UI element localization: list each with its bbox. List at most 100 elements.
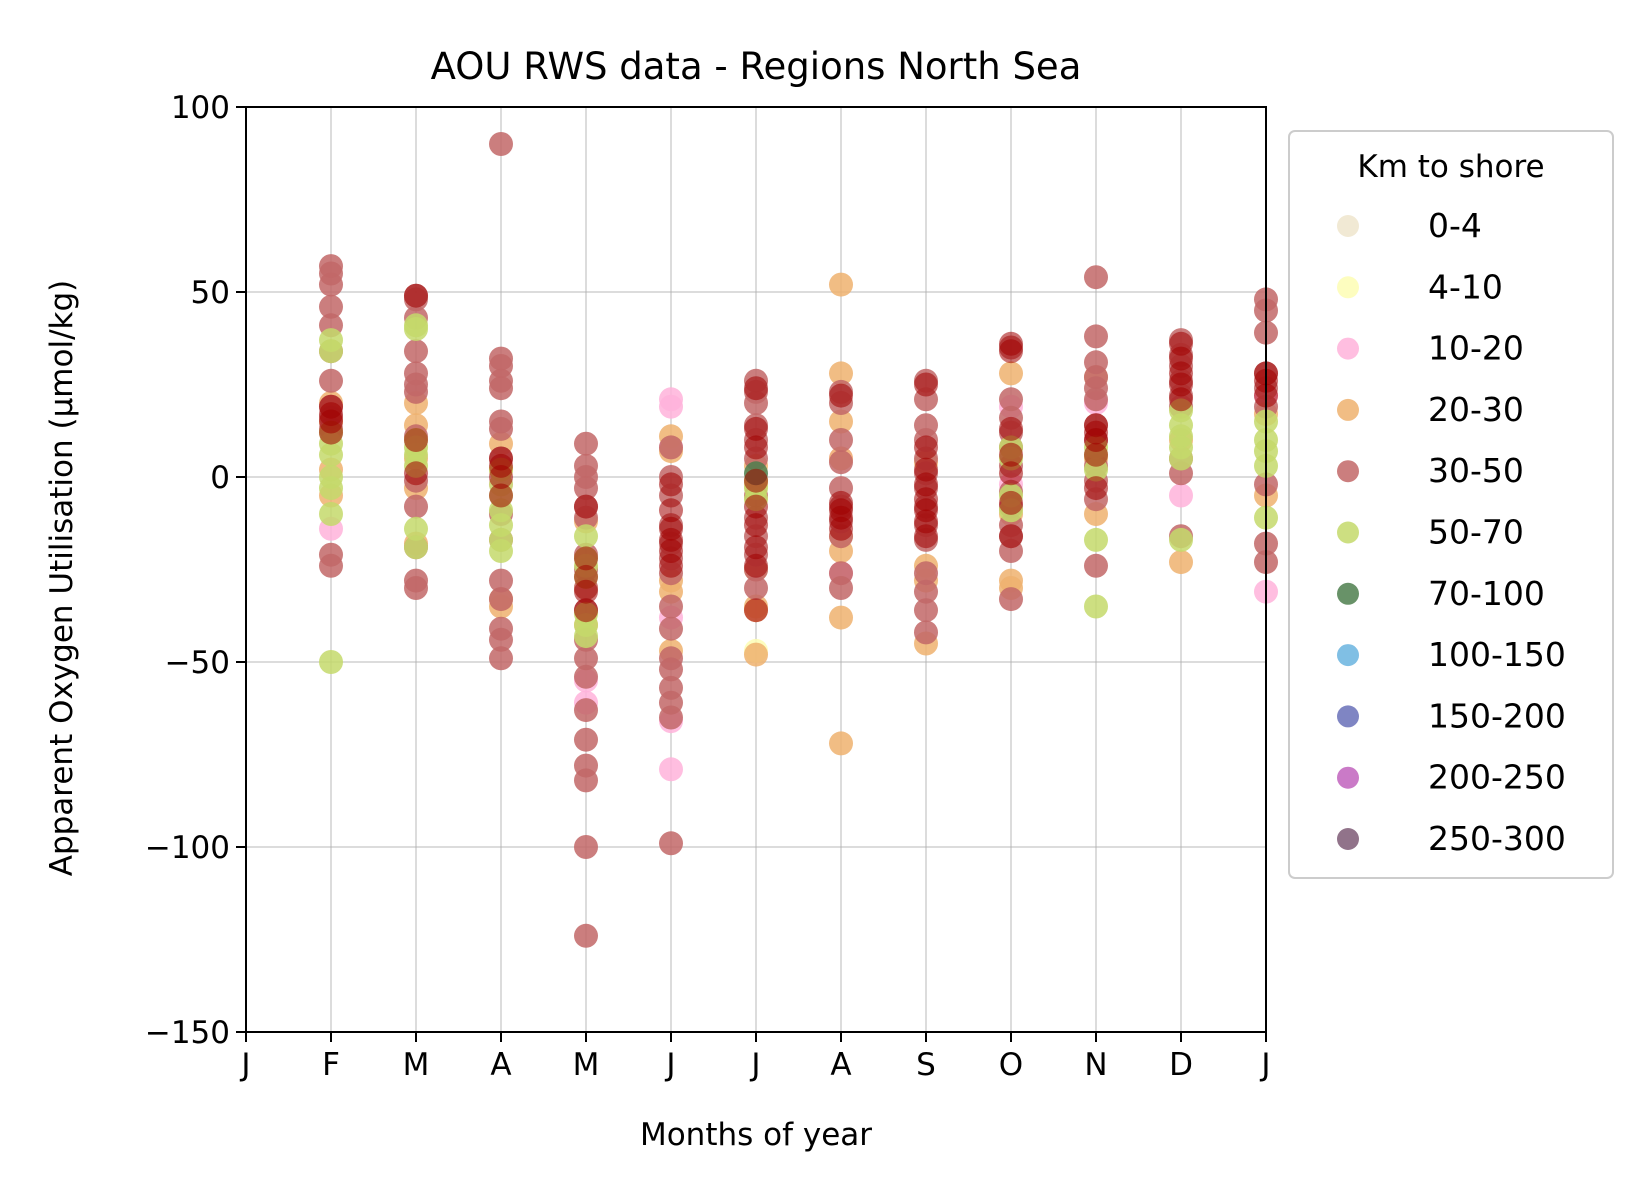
legend-label: 250-300 xyxy=(1428,819,1566,858)
data-point-20-30 xyxy=(829,272,853,297)
data-point-30-50 xyxy=(914,620,938,645)
legend-label: 200-250 xyxy=(1428,758,1566,797)
data-point-dense xyxy=(404,283,428,308)
data-point-30-50 xyxy=(659,594,683,619)
data-point-30-50 xyxy=(574,664,598,689)
data-point-30-50 xyxy=(574,923,598,948)
legend-label: 150-200 xyxy=(1428,696,1566,735)
data-point-20-30 xyxy=(829,605,853,630)
data-point-dense xyxy=(999,461,1023,486)
x-tick-label: J xyxy=(239,1047,250,1083)
data-point-30-50 xyxy=(659,435,683,460)
x-tick-label: O xyxy=(999,1047,1023,1083)
data-point-dense xyxy=(574,598,598,623)
data-point-30-50 xyxy=(914,561,938,586)
data-point-dense xyxy=(744,376,768,401)
data-point-30-50 xyxy=(489,568,513,593)
legend-marker-150-200 xyxy=(1337,705,1359,728)
legend-title: Km to shore xyxy=(1357,149,1544,185)
data-point-30-50 xyxy=(319,368,343,393)
data-point-50-70 xyxy=(1084,594,1108,619)
y-tick-label: −150 xyxy=(145,1015,230,1051)
legend-marker-4-10 xyxy=(1337,276,1359,299)
data-point-30-50 xyxy=(489,416,513,441)
legend-marker-50-70 xyxy=(1337,521,1359,544)
data-point-30-50 xyxy=(574,698,598,723)
data-point-50-70 xyxy=(404,516,428,541)
data-point-30-50 xyxy=(574,768,598,793)
data-point-30-50 xyxy=(999,587,1023,612)
data-point-30-50 xyxy=(489,627,513,652)
data-point-dense xyxy=(744,416,768,441)
data-point-30-50 xyxy=(1084,324,1108,349)
legend-entries: 0-4 4-10 10-20 20-30 30-50 50-70 70-100 100-150… xyxy=(1337,206,1566,858)
data-point-dense xyxy=(914,372,938,397)
data-point-dense xyxy=(744,494,768,519)
data-point-10-20 xyxy=(659,757,683,782)
data-point-20-30 xyxy=(999,361,1023,386)
legend-label: 70-100 xyxy=(1428,574,1545,613)
data-point-30-50 xyxy=(914,579,938,604)
data-point-50-70 xyxy=(404,317,428,341)
x-tick-label: S xyxy=(916,1047,936,1083)
data-point-30-50 xyxy=(319,294,343,319)
data-point-50-70 xyxy=(574,524,598,549)
y-tick-label: 100 xyxy=(171,90,230,126)
data-point-50-70 xyxy=(319,339,343,364)
data-point-30-50 xyxy=(1084,553,1108,578)
data-point-50-70 xyxy=(404,535,428,560)
data-point-30-50 xyxy=(659,657,683,682)
data-point-30-50 xyxy=(914,598,938,623)
data-point-20-30 xyxy=(744,642,768,667)
legend-marker-10-20 xyxy=(1337,337,1359,360)
data-point-dense xyxy=(744,535,768,560)
data-points xyxy=(319,132,1278,948)
data-point-dense xyxy=(404,461,428,486)
data-point-30-50 xyxy=(999,387,1023,412)
data-point-30-50 xyxy=(404,379,428,404)
legend-marker-70-100 xyxy=(1337,582,1359,605)
data-point-dense xyxy=(659,472,683,497)
data-point-30-50 xyxy=(404,339,428,364)
data-point-dense xyxy=(744,435,768,460)
data-point-30-50 xyxy=(574,727,598,752)
x-tick-label: N xyxy=(1084,1047,1107,1083)
legend-label: 10-20 xyxy=(1428,329,1524,368)
data-point-30-50 xyxy=(574,476,598,501)
data-point-dense xyxy=(744,553,768,578)
data-point-dense xyxy=(744,598,768,623)
data-point-dense xyxy=(744,513,768,538)
legend-box xyxy=(1288,130,1614,879)
y-tick-label: 0 xyxy=(210,460,230,496)
data-point-50-70 xyxy=(1084,527,1108,552)
data-point-30-50 xyxy=(659,705,683,730)
data-point-dense xyxy=(744,468,768,493)
chart-title: AOU RWS data - Regions North Sea xyxy=(431,45,1082,88)
legend-label: 100-150 xyxy=(1428,635,1566,674)
data-point-30-50 xyxy=(574,646,598,671)
data-point-dense xyxy=(914,435,938,460)
legend-marker-0-4 xyxy=(1337,215,1359,237)
data-point-dense xyxy=(829,516,853,541)
x-axis-label: Months of year xyxy=(640,1117,872,1153)
data-point-30-50 xyxy=(1084,265,1108,290)
data-point-dense xyxy=(574,579,598,604)
data-point-30-50 xyxy=(489,132,513,156)
data-point-30-50 xyxy=(1084,387,1108,412)
data-point-10-20 xyxy=(1169,483,1193,508)
legend-label: 20-30 xyxy=(1428,390,1524,429)
x-tick-label: M xyxy=(403,1047,430,1083)
plot-frame xyxy=(245,106,1267,1033)
data-point-20-30 xyxy=(829,409,853,434)
data-point-50-70 xyxy=(319,650,343,674)
legend-label: 50-70 xyxy=(1428,513,1524,552)
legend-label: 30-50 xyxy=(1428,451,1524,490)
data-point-30-50 xyxy=(489,587,513,612)
x-tick-label: J xyxy=(749,1047,760,1083)
data-point-20-30 xyxy=(829,731,853,756)
data-point-50-70 xyxy=(1169,446,1193,471)
data-point-30-50 xyxy=(829,428,853,452)
data-point-30-50 xyxy=(574,431,598,456)
data-point-dense xyxy=(1084,442,1108,467)
